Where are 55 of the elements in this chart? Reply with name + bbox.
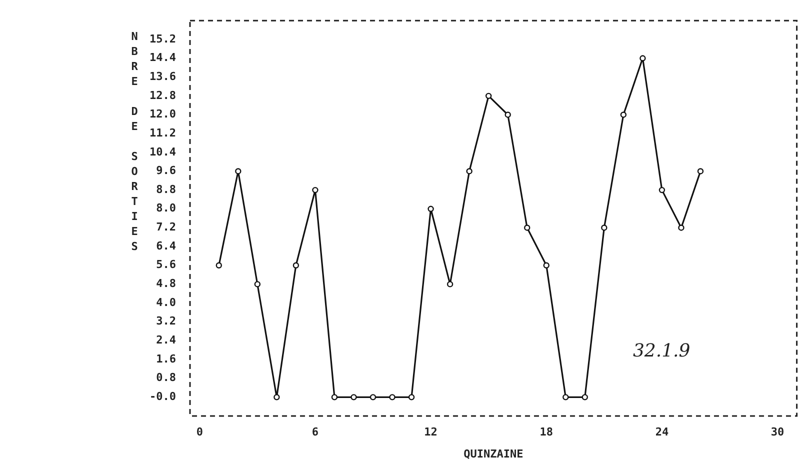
x-tick-label: 24 <box>655 425 669 438</box>
y-tick-label: 13.6 <box>150 70 176 83</box>
x-tick-label: 6 <box>312 425 319 438</box>
y-tick-label: 0.8 <box>156 371 176 384</box>
point <box>254 281 261 288</box>
y-tick-label: 4.8 <box>156 277 176 290</box>
y-tick-label: 6.4 <box>156 239 176 252</box>
point <box>292 262 300 268</box>
annotation: 32.1.9 <box>632 340 690 362</box>
y-tick-label: 8.8 <box>156 182 176 196</box>
y-tick-label: -0.0 <box>150 390 176 404</box>
point <box>274 394 280 400</box>
x-tick-label: 18 <box>540 425 553 438</box>
y-tick-label: 8.0 <box>156 202 176 215</box>
point <box>658 186 666 194</box>
point <box>331 394 338 400</box>
point <box>312 186 318 194</box>
y-axis-title: NBRE DE SORTIES <box>128 30 141 255</box>
point <box>408 394 415 400</box>
point <box>428 206 434 212</box>
point <box>389 394 396 400</box>
point <box>601 224 608 231</box>
point <box>697 168 704 174</box>
point <box>446 281 454 288</box>
y-tick-label: 4.0 <box>156 296 176 309</box>
point <box>678 224 684 231</box>
point <box>640 55 646 62</box>
y-tick-label: 14.4 <box>150 51 176 64</box>
y-tick-label: 3.2 <box>156 314 176 328</box>
y-tick-label: 5.6 <box>156 258 176 272</box>
point <box>485 92 492 100</box>
point <box>524 224 530 231</box>
x-tick-label: 0 <box>196 425 203 438</box>
point <box>582 394 588 400</box>
point <box>235 168 242 174</box>
x-axis-title: QUINZAINE <box>464 447 524 460</box>
y-tick-label: 9.6 <box>156 164 176 178</box>
y-tick-label: 10.4 <box>150 145 176 158</box>
point <box>216 262 222 268</box>
point <box>562 394 569 400</box>
point <box>543 262 550 268</box>
y-tick-label: 12.8 <box>150 88 176 102</box>
y-tick-label: 7.2 <box>156 220 176 234</box>
point <box>370 394 376 400</box>
x-tick-label: 30 <box>770 425 784 438</box>
point <box>504 112 511 118</box>
y-tick-label: 15.2 <box>150 32 176 46</box>
point <box>466 168 472 174</box>
y-tick-label: 2.4 <box>156 334 176 347</box>
y-tick-label: 12.0 <box>150 108 176 121</box>
point <box>350 394 357 400</box>
y-tick-label: 1.6 <box>156 352 176 366</box>
x-tick-label: 12 <box>424 425 438 438</box>
point <box>620 112 627 118</box>
y-tick-label: 11.2 <box>150 126 176 140</box>
